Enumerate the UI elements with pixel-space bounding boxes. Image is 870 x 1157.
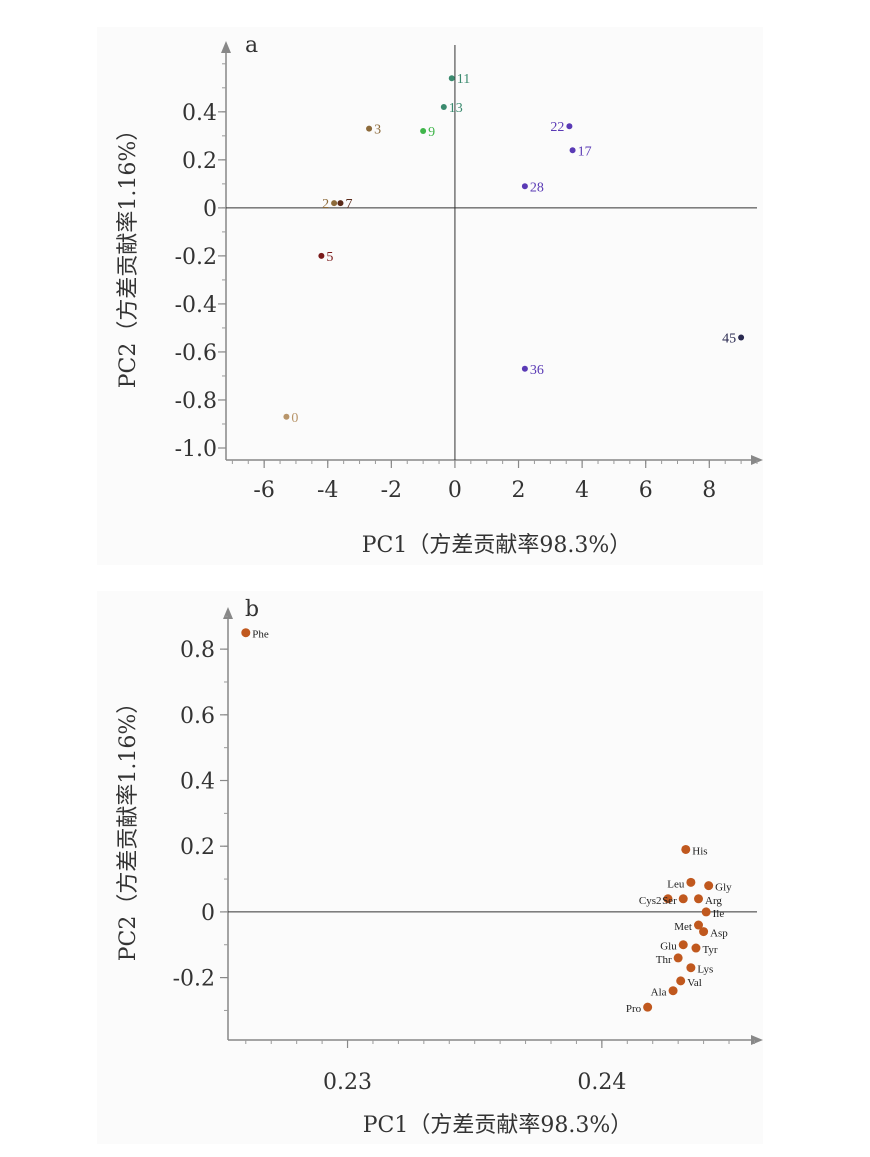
data-point-label: Lys <box>697 964 713 976</box>
data-point-label: 7 <box>345 197 352 212</box>
data-point <box>701 907 711 917</box>
data-point <box>521 183 528 190</box>
x-tick-label: 0.24 <box>577 1070 626 1095</box>
data-point <box>694 920 704 930</box>
y-tick-label: 0.4 <box>182 101 217 126</box>
data-point-label: Arg <box>705 895 722 907</box>
data-point <box>440 104 447 111</box>
data-point-label: Leu <box>667 878 685 890</box>
data-point <box>686 877 696 887</box>
data-point <box>678 894 688 904</box>
data-point-label: Cys2 <box>639 895 662 907</box>
data-point <box>673 953 683 963</box>
data-point-label: Ala <box>651 987 667 999</box>
data-point <box>241 628 251 638</box>
x-tick-label: -6 <box>253 478 274 503</box>
data-point <box>420 128 427 135</box>
y-tick-label: -0.4 <box>175 293 217 318</box>
chart-panel-a: a -6 -4 -2 0 2 4 6 8 0.4 0.2 0 -0.2 -0.4 -0.6 -0.8 -1.0 P… <box>97 27 763 565</box>
data-point-label: 13 <box>449 101 463 116</box>
y-tick-label: 0.4 <box>180 770 215 795</box>
data-point <box>691 943 701 953</box>
data-point-label: Gly <box>715 882 732 894</box>
data-point <box>738 334 745 341</box>
data-point <box>686 963 696 973</box>
data-point <box>699 927 709 937</box>
x-axis-arrow <box>751 1035 763 1045</box>
data-point-label: 17 <box>578 144 592 159</box>
data-point-label: Tyr <box>702 944 717 956</box>
x-tick-label: -4 <box>317 478 338 503</box>
data-point <box>704 881 714 891</box>
y-tick-label: 0 <box>201 901 215 926</box>
data-point <box>681 844 691 854</box>
x-tick-label: 8 <box>702 478 716 503</box>
data-point-label: 45 <box>722 332 736 347</box>
x-tick-label: 6 <box>639 478 653 503</box>
data-point <box>566 123 573 130</box>
data-point <box>521 365 528 372</box>
data-point-label: 9 <box>428 125 435 140</box>
data-point-label: Phe <box>252 629 269 641</box>
data-point-label: 11 <box>457 72 470 87</box>
y-axis-arrow <box>223 607 233 619</box>
x-tick-label: 0.23 <box>323 1070 372 1095</box>
data-point-label: Ser <box>662 895 677 907</box>
data-point-label: Met <box>674 921 692 933</box>
y-tick-label: -0.2 <box>175 245 217 270</box>
data-point-label: 2 <box>322 197 329 212</box>
x-tick-label: 2 <box>512 478 526 503</box>
data-point-label: 3 <box>374 123 381 138</box>
data-point-label: Val <box>687 977 702 989</box>
x-tick-label: 4 <box>575 478 589 503</box>
data-point <box>569 147 576 154</box>
data-point-label: 28 <box>530 180 544 195</box>
data-point-label: 36 <box>530 363 544 378</box>
data-point <box>676 976 686 986</box>
y-tick-label: 0.2 <box>180 835 215 860</box>
scatter-plot-a: a -6 -4 -2 0 2 4 6 8 0.4 0.2 0 -0.2 -0.4 -0.6 -0.8 -1.0 P… <box>116 33 763 558</box>
panel-label: b <box>245 597 259 622</box>
data-point <box>643 1002 653 1012</box>
data-point-label: 5 <box>326 250 333 265</box>
x-tick-label: 0 <box>448 478 462 503</box>
y-tick-label: -0.8 <box>175 389 217 414</box>
data-point <box>678 940 688 950</box>
y-axis-arrow <box>221 41 231 53</box>
x-tick-label: -2 <box>381 478 402 503</box>
data-point <box>331 200 338 207</box>
y-tick-label: -1.0 <box>175 437 217 462</box>
y-tick-label: 0.8 <box>180 638 215 663</box>
data-point-label: Pro <box>626 1003 642 1015</box>
data-point <box>668 986 678 996</box>
chart-panel-b: b 0.23 0.24 0.8 0.6 0.4 0.2 0 -0.2 PC1（方差贡献率98.3%… <box>97 591 763 1144</box>
y-tick-label: -0.2 <box>173 967 215 992</box>
panel-label: a <box>245 33 258 58</box>
x-axis-title: PC1（方差贡献率98.3%） <box>363 1113 633 1138</box>
x-axis-title: PC1（方差贡献率98.3%） <box>362 533 632 558</box>
data-point <box>694 894 704 904</box>
data-point <box>318 252 325 259</box>
scatter-plot-b: b 0.23 0.24 0.8 0.6 0.4 0.2 0 -0.2 PC1（方差贡献率98.3%… <box>116 597 763 1138</box>
data-point-label: 22 <box>550 120 564 135</box>
data-point <box>448 75 455 82</box>
y-tick-label: 0.6 <box>180 704 215 729</box>
data-point-label: His <box>692 845 707 857</box>
y-tick-label: 0 <box>203 197 217 222</box>
data-point <box>366 125 373 132</box>
data-point-label: 0 <box>291 411 298 426</box>
data-point-label: Thr <box>656 954 672 966</box>
data-point <box>337 200 344 207</box>
y-axis-title: PC2（方差贡献率1.16%） <box>116 692 141 962</box>
data-point-label: Asp <box>710 928 728 940</box>
y-tick-label: 0.2 <box>182 149 217 174</box>
data-point-label: Ile <box>713 908 725 920</box>
y-axis-title: PC2（方差贡献率1.16%） <box>116 119 141 389</box>
data-point <box>663 894 673 904</box>
data-point-label: Glu <box>660 941 677 953</box>
y-tick-label: -0.6 <box>175 341 217 366</box>
data-point <box>283 413 290 420</box>
